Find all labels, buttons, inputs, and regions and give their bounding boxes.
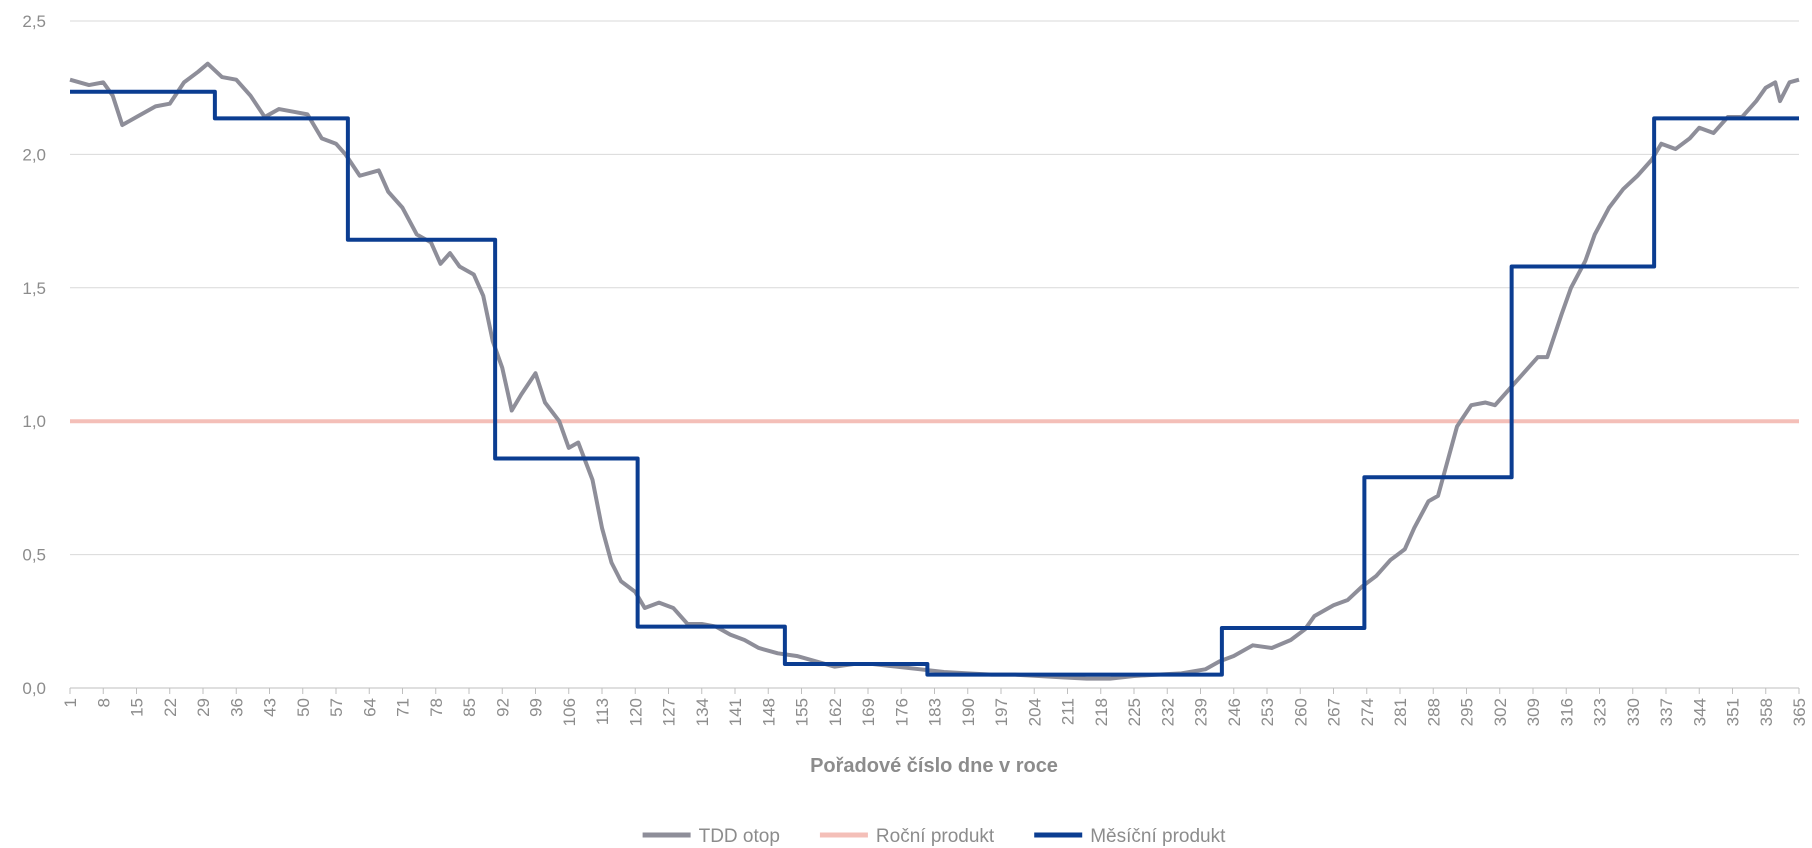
x-tick-label: 260 — [1291, 698, 1310, 726]
y-tick-label: 2,5 — [22, 12, 46, 31]
x-tick-label: 71 — [394, 698, 413, 717]
x-tick-label: 365 — [1790, 698, 1809, 726]
x-tick-label: 162 — [826, 698, 845, 726]
x-tick-label: 344 — [1690, 698, 1709, 726]
x-tick-label: 50 — [294, 698, 313, 717]
legend-label: Měsíční produkt — [1090, 826, 1226, 847]
x-tick-label: 78 — [427, 698, 446, 717]
x-tick-label: 155 — [793, 698, 812, 726]
x-tick-label: 358 — [1757, 698, 1776, 726]
x-tick-label: 330 — [1624, 698, 1643, 726]
x-tick-label: 281 — [1391, 698, 1410, 726]
x-tick-label: 239 — [1192, 698, 1211, 726]
x-tick-label: 232 — [1158, 698, 1177, 726]
x-tick-label: 29 — [194, 698, 213, 717]
x-tick-label: 295 — [1458, 698, 1477, 726]
x-tick-label: 274 — [1358, 698, 1377, 726]
x-tick-label: 211 — [1059, 698, 1078, 725]
x-tick-label: 302 — [1491, 698, 1510, 726]
x-tick-label: 204 — [1025, 698, 1044, 726]
x-tick-label: 288 — [1424, 698, 1443, 726]
y-tick-label: 1,5 — [22, 279, 46, 298]
x-tick-label: 57 — [327, 698, 346, 717]
x-axis-title: Pořadové číslo dne v roce — [810, 755, 1058, 777]
x-tick-label: 190 — [959, 698, 978, 726]
x-tick-label: 85 — [460, 698, 479, 717]
x-tick-label: 148 — [759, 698, 778, 726]
y-tick-label: 0,5 — [22, 546, 46, 565]
x-tick-label: 113 — [593, 698, 612, 725]
x-tick-label: 323 — [1591, 698, 1610, 726]
x-tick-label: 169 — [859, 698, 878, 726]
x-tick-label: 351 — [1724, 698, 1743, 726]
x-tick-label: 64 — [360, 698, 379, 717]
x-tick-label: 15 — [128, 698, 147, 717]
x-tick-label: 92 — [493, 698, 512, 717]
x-tick-label: 309 — [1524, 698, 1543, 726]
legend-label: Roční produkt — [876, 826, 995, 847]
x-tick-label: 316 — [1557, 698, 1576, 726]
x-tick-label: 267 — [1325, 698, 1344, 726]
x-tick-label: 127 — [660, 698, 679, 726]
y-tick-label: 2,0 — [22, 145, 46, 164]
x-tick-label: 253 — [1258, 698, 1277, 726]
series-line — [69, 61, 1800, 681]
x-tick-label: 218 — [1092, 698, 1111, 726]
y-tick-label: 1,0 — [22, 412, 46, 431]
x-tick-label: 183 — [926, 698, 945, 726]
series-line — [70, 89, 1799, 677]
x-tick-label: 8 — [94, 698, 113, 707]
legend-label: TDD otop — [699, 826, 780, 847]
x-tick-label: 106 — [560, 698, 579, 726]
x-tick-label: 120 — [626, 698, 645, 726]
x-tick-label: 1 — [61, 698, 80, 707]
x-tick-label: 22 — [161, 698, 180, 717]
x-tick-label: 246 — [1225, 698, 1244, 726]
x-tick-label: 176 — [892, 698, 911, 726]
x-tick-label: 99 — [527, 698, 546, 717]
x-tick-label: 141 — [726, 698, 745, 726]
x-tick-label: 197 — [992, 698, 1011, 726]
x-tick-label: 337 — [1657, 698, 1676, 726]
x-tick-label: 134 — [693, 698, 712, 726]
x-tick-label: 225 — [1125, 698, 1144, 726]
y-tick-label: 0,0 — [22, 679, 46, 698]
x-tick-label: 43 — [261, 698, 280, 717]
x-tick-label: 36 — [227, 698, 246, 717]
